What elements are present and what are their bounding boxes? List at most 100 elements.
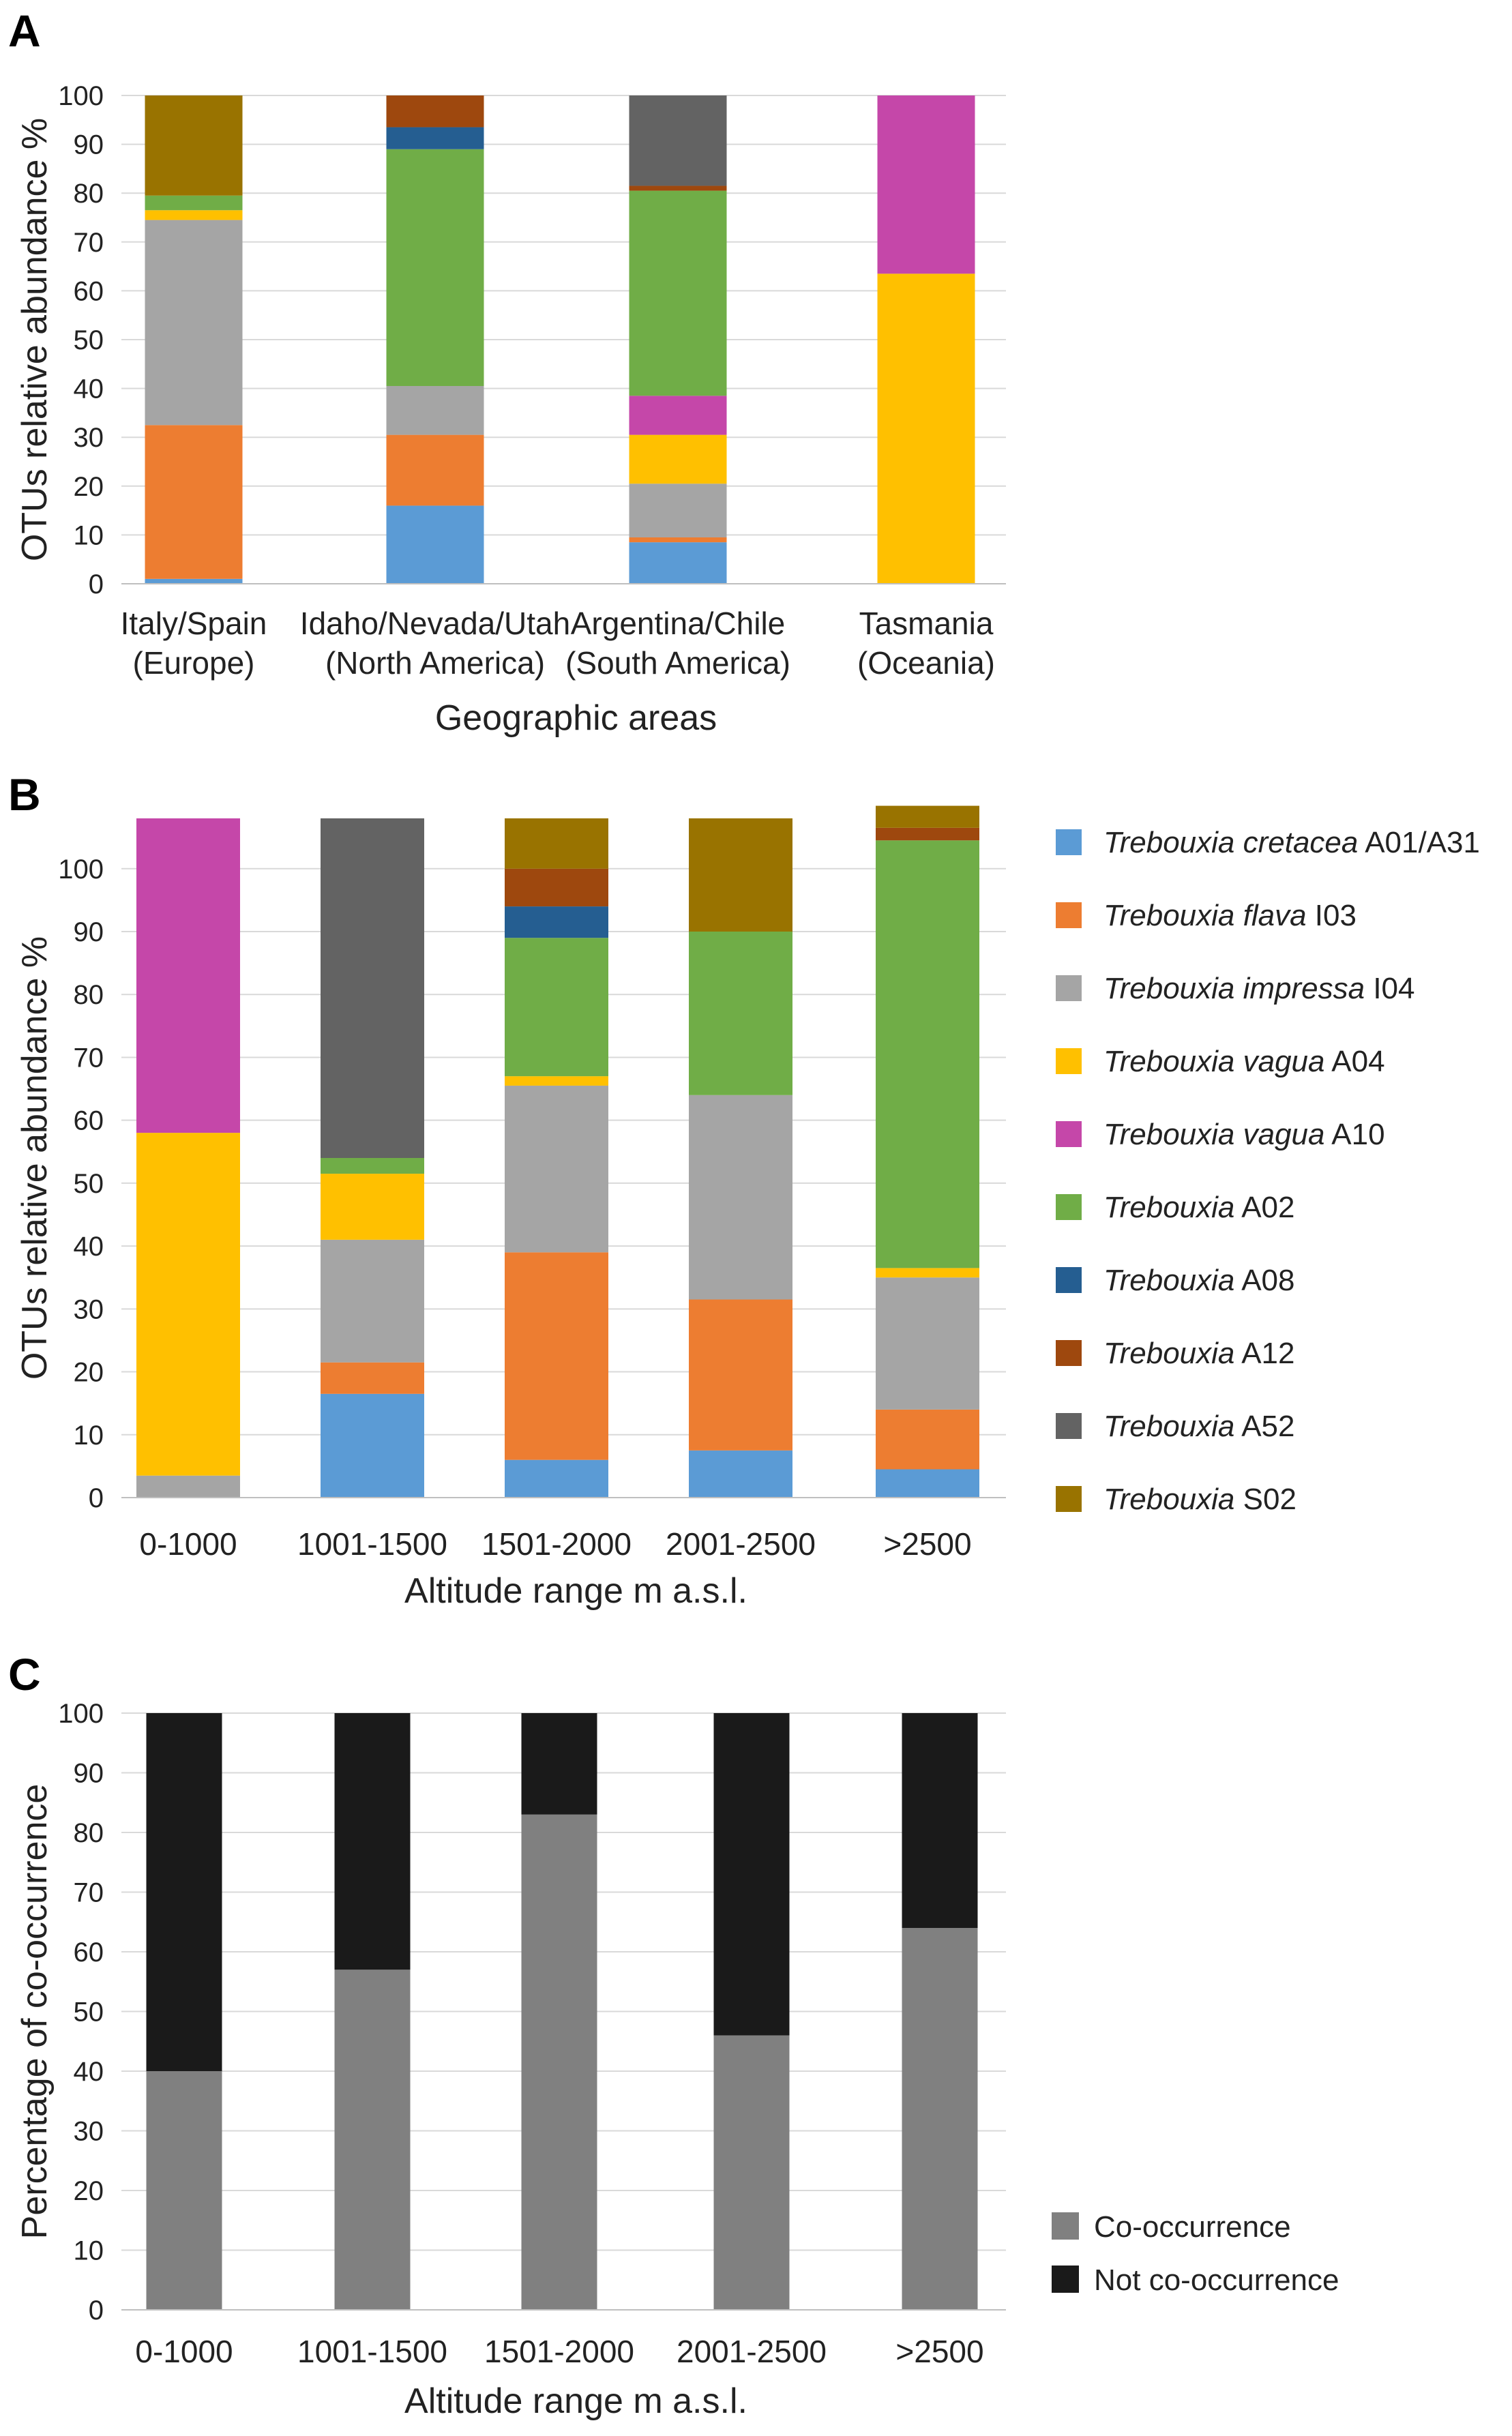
legend-swatch <box>1056 902 1082 928</box>
y-tick-label: 70 <box>74 228 104 258</box>
x-category-label: 0-1000 <box>139 1526 237 1562</box>
x-category-label: 2001-2500 <box>677 2334 827 2369</box>
bar-segment-not-co-occurrence <box>713 1713 790 2036</box>
x-category-label: (Oceania) <box>857 645 995 681</box>
bar-segment-trebouxia-impressa-i04 <box>321 1239 424 1363</box>
bar-segment-trebouxia-flava-i03 <box>145 425 243 579</box>
x-category-label: 1001-1500 <box>297 2334 447 2369</box>
bar-segment-trebouxia-a02 <box>876 840 979 1268</box>
legend-swatch <box>1056 975 1082 1001</box>
bar-segment-trebouxia-flava-i03 <box>689 1299 792 1451</box>
legend-swatch <box>1056 1486 1082 1512</box>
species-legend: Trebouxia cretacea A01/A31 Trebouxia flav… <box>1056 826 1480 1516</box>
bar-segment-trebouxia-cretacea-a01-a31 <box>321 1393 424 1498</box>
y-tick-label: 10 <box>74 2236 104 2266</box>
y-tick-label: 30 <box>74 2117 104 2147</box>
y-tick-label: 20 <box>74 2176 104 2206</box>
bar-segment-trebouxia-impressa-i04 <box>505 1085 608 1253</box>
y-tick-label: 100 <box>58 1699 104 1729</box>
y-tick-label: 60 <box>74 1106 104 1136</box>
bar-segment-trebouxia-a02 <box>689 932 792 1095</box>
y-tick-label: 40 <box>74 374 104 404</box>
bar-segment-trebouxia-impressa-i04 <box>145 220 243 426</box>
y-tick-label: 50 <box>74 325 104 355</box>
legend-swatch <box>1056 1340 1082 1366</box>
x-axis-title: Altitude range m a.s.l. <box>404 1571 747 1611</box>
legend-label: Trebouxia impressa I04 <box>1103 972 1415 1005</box>
legend-swatch <box>1056 1121 1082 1147</box>
bar-segment-trebouxia-vagua-a04 <box>136 1133 240 1476</box>
x-category-label: Italy/Spain <box>121 606 267 641</box>
y-tick-label: 50 <box>74 1169 104 1199</box>
legend-label: Co-occurrence <box>1094 2210 1291 2244</box>
bar-segment-trebouxia-impressa-i04 <box>689 1095 792 1300</box>
y-tick-label: 20 <box>74 472 104 502</box>
y-axis-title: OTUs relative abundance % <box>15 936 55 1380</box>
bar-segment-trebouxia-a08 <box>505 906 608 938</box>
bar-segment-trebouxia-s02 <box>505 818 608 869</box>
x-category-label: Argentina/Chile <box>571 606 786 641</box>
bar-segment-trebouxia-a52 <box>321 818 424 1158</box>
bar-segment-trebouxia-s02 <box>145 95 243 196</box>
y-tick-label: 60 <box>74 1937 104 1967</box>
x-category-label: 1001-1500 <box>297 1526 447 1562</box>
bar-segment-trebouxia-vagua-a04 <box>145 210 243 220</box>
bar-segment-not-co-occurrence <box>334 1713 411 1970</box>
bar-segment-not-co-occurrence <box>146 1713 222 2071</box>
x-category-label: (South America) <box>565 645 790 681</box>
bar-segment-trebouxia-cretacea-a01-a31 <box>689 1450 792 1498</box>
legend-label: Not co-occurrence <box>1094 2263 1339 2297</box>
x-category-label: (Europe) <box>133 645 255 681</box>
y-tick-label: 0 <box>89 1483 104 1513</box>
bar-segment-co-occurrence <box>146 2071 222 2310</box>
y-tick-label: 90 <box>74 130 104 160</box>
legend-swatch <box>1056 829 1082 855</box>
bar-segment-trebouxia-flava-i03 <box>876 1409 979 1470</box>
y-tick-label: 80 <box>74 980 104 1010</box>
bar-segment-trebouxia-vagua-a10 <box>877 95 975 274</box>
y-tick-label: 90 <box>74 917 104 947</box>
bar-segment-trebouxia-a02 <box>145 195 243 211</box>
y-axis-title: OTUs relative abundance % <box>15 118 55 561</box>
legend-label: Trebouxia cretacea A01/A31 <box>1103 826 1480 859</box>
bar-segment-not-co-occurrence <box>902 1713 978 1928</box>
panel-letter: C <box>8 1649 41 1699</box>
bar-segment-trebouxia-cretacea-a01-a31 <box>386 505 484 584</box>
bar-segment-trebouxia-a08 <box>386 127 484 149</box>
x-category-label: >2500 <box>895 2334 983 2369</box>
x-category-label: Idaho/Nevada/Utah <box>300 606 570 641</box>
bar-segment-trebouxia-a12 <box>505 868 608 907</box>
bar-segment-trebouxia-cretacea-a01-a31 <box>629 542 727 584</box>
bar-segment-trebouxia-a12 <box>386 95 484 128</box>
bar-segment-trebouxia-vagua-a04 <box>321 1174 424 1240</box>
legend-label: Trebouxia A02 <box>1103 1191 1295 1224</box>
bar-segment-trebouxia-impressa-i04 <box>386 386 484 435</box>
bar-segment-co-occurrence <box>713 2035 790 2310</box>
y-tick-label: 0 <box>89 569 104 599</box>
x-category-label: 1501-2000 <box>481 1526 632 1562</box>
y-tick-label: 70 <box>74 1878 104 1908</box>
legend-swatch <box>1056 1194 1082 1220</box>
y-tick-label: 10 <box>74 1421 104 1451</box>
bar-segment-trebouxia-impressa-i04 <box>629 484 727 537</box>
bar-segment-trebouxia-vagua-a10 <box>136 818 240 1133</box>
bar-segment-trebouxia-vagua-a04 <box>505 1076 608 1086</box>
y-tick-label: 100 <box>58 81 104 111</box>
y-tick-label: 100 <box>58 855 104 885</box>
bar-segment-trebouxia-s02 <box>689 818 792 932</box>
y-tick-label: 0 <box>89 2296 104 2326</box>
bar-segment-trebouxia-a02 <box>629 190 727 396</box>
bar-segment-trebouxia-impressa-i04 <box>876 1277 979 1410</box>
bar-segment-trebouxia-a02 <box>505 938 608 1077</box>
y-axis-title: Percentage of co-occurrence <box>15 1784 55 2240</box>
bar-segment-co-occurrence <box>334 1970 411 2310</box>
y-tick-label: 20 <box>74 1358 104 1388</box>
bar-segment-trebouxia-vagua-a04 <box>877 273 975 584</box>
bar-segment-trebouxia-a02 <box>386 149 484 387</box>
legend-label: Trebouxia A52 <box>1103 1410 1295 1443</box>
chart-panel-c: C 0 10 20 30 40 50 60 70 80 90 100 0-1000 1001-1500 15… <box>8 1649 1006 2421</box>
bar-segment-trebouxia-a52 <box>629 95 727 186</box>
legend-label: Trebouxia S02 <box>1103 1483 1296 1516</box>
y-tick-label: 30 <box>74 423 104 453</box>
y-tick-label: 80 <box>74 1818 104 1848</box>
